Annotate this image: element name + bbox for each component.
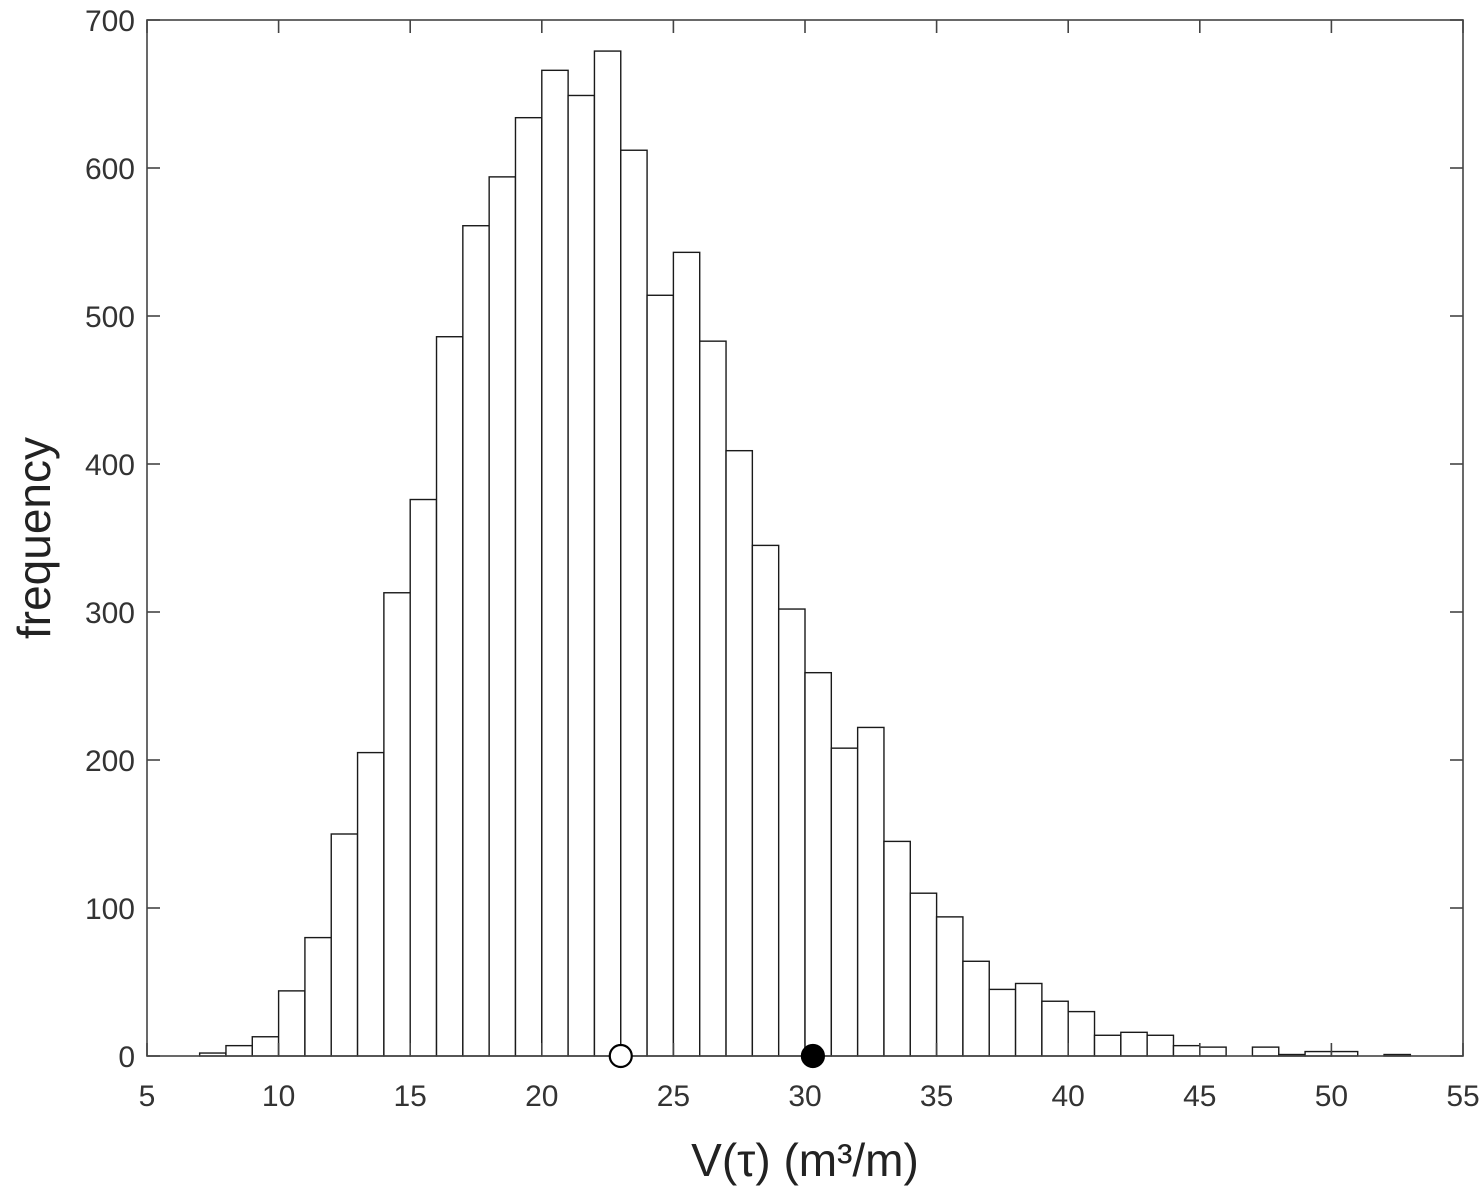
y-tick-label: 700: [85, 5, 135, 38]
value-markers: [608, 1043, 825, 1069]
histogram-bar: [988, 988, 1017, 1057]
x-tick-label: 25: [657, 1080, 690, 1113]
histogram-bar: [830, 747, 859, 1057]
filled-circle-marker: [800, 1043, 825, 1069]
x-tick-label: 30: [788, 1080, 821, 1113]
x-tick-label: 50: [1315, 1080, 1348, 1113]
y-axis-title: frequency: [8, 437, 60, 639]
histogram-bar: [488, 176, 517, 1057]
y-tick-labels: 0 100 200 300 400 500 600 700: [85, 5, 135, 1074]
y-tick-label: 100: [85, 893, 135, 926]
histogram-bar: [777, 608, 806, 1057]
histogram-bar: [1172, 1044, 1201, 1057]
histogram-bar: [909, 892, 938, 1057]
histogram-bar: [646, 294, 675, 1057]
histogram-bar: [304, 936, 332, 1057]
x-tick-label: 35: [920, 1080, 953, 1113]
histogram-bar: [672, 251, 701, 1057]
histogram-bar: [330, 833, 359, 1057]
histogram-bar: [699, 340, 727, 1057]
x-tick-label: 40: [1052, 1080, 1085, 1113]
open-circle-marker: [608, 1043, 633, 1069]
histogram-bar: [1251, 1046, 1280, 1057]
histogram-bar: [1014, 982, 1043, 1057]
histogram-bar: [1093, 1034, 1122, 1057]
histogram-bar: [725, 449, 754, 1057]
histogram-bar: [620, 149, 648, 1057]
axis-ticks: [146, 19, 1464, 1057]
histogram-bar: [567, 94, 596, 1057]
x-tick-label: 45: [1183, 1080, 1216, 1113]
histogram-bar: [251, 1036, 280, 1057]
histogram-bar: [935, 916, 964, 1057]
x-tick-label: 15: [394, 1080, 427, 1113]
histogram-bar: [435, 336, 464, 1057]
histogram-bar: [751, 544, 780, 1057]
histogram-bar: [1067, 1010, 1096, 1057]
y-tick-label: 500: [85, 301, 135, 334]
y-tick-label: 400: [85, 449, 135, 482]
histogram-bar: [856, 726, 885, 1057]
histogram-bar: [514, 116, 543, 1057]
histogram-bar: [962, 960, 990, 1057]
histogram-bar: [804, 671, 833, 1057]
x-tick-labels: 5 10 15 20 25 30 35 40 45 50 55: [139, 1080, 1480, 1113]
histogram-bar: [1199, 1046, 1227, 1057]
y-tick-label: 200: [85, 745, 135, 778]
histogram-bar: [225, 1044, 253, 1057]
x-tick-label: 10: [262, 1080, 295, 1113]
histogram-bar: [356, 751, 385, 1057]
histogram-bar: [277, 990, 306, 1057]
histogram-bar: [1041, 1000, 1069, 1057]
x-tick-label: 20: [525, 1080, 558, 1113]
y-tick-label: 0: [118, 1041, 135, 1074]
y-tick-label: 300: [85, 597, 135, 630]
histogram-bar: [593, 50, 622, 1057]
histogram-bar: [883, 840, 911, 1057]
histogram-bar: [1120, 1031, 1148, 1057]
x-tick-label: 5: [139, 1080, 156, 1113]
histogram-bar: [1146, 1034, 1175, 1057]
x-axis-title: V(τ) (m³/m): [691, 1134, 919, 1186]
x-tick-label: 55: [1446, 1080, 1479, 1113]
y-tick-label: 600: [85, 153, 135, 186]
histogram-bar: [409, 498, 438, 1057]
histogram-bars: [198, 50, 1412, 1057]
histogram-bar: [541, 69, 569, 1057]
histogram-bar: [462, 225, 490, 1057]
histogram-bar: [383, 592, 411, 1057]
